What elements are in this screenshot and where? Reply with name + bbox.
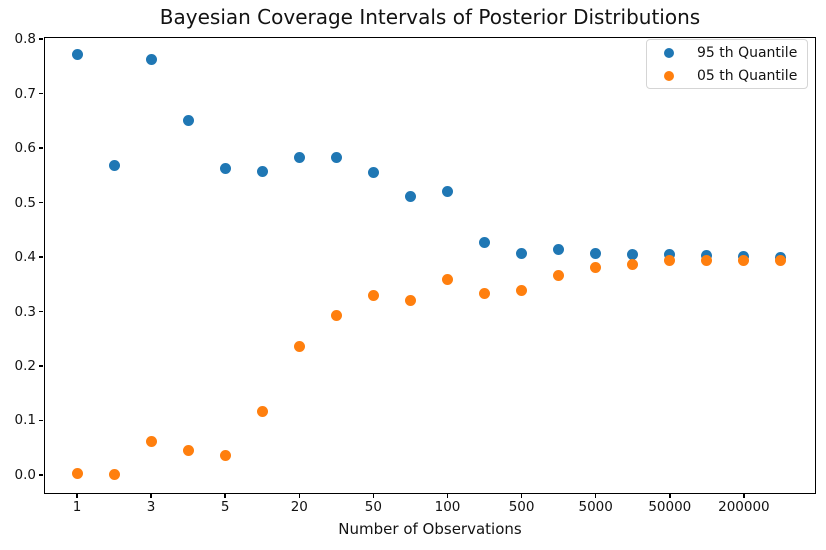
scatter-point-q05 bbox=[219, 449, 231, 461]
x-tick-label: 3 bbox=[146, 499, 156, 515]
scatter-point-q95 bbox=[330, 152, 342, 164]
scatter-point-q95 bbox=[590, 248, 602, 260]
y-tick-mark bbox=[39, 419, 43, 422]
legend: 95 th Quantile 05 th Quantile bbox=[646, 39, 808, 89]
legend-label-95th: 95 th Quantile bbox=[697, 44, 798, 61]
scatter-point-q95 bbox=[442, 186, 453, 198]
y-tick-mark bbox=[39, 147, 43, 149]
scatter-point-q95 bbox=[256, 166, 268, 178]
scatter-point-q95 bbox=[516, 247, 528, 259]
x-tick-mark bbox=[520, 494, 523, 498]
scatter-point-q05 bbox=[590, 261, 602, 273]
x-tick-label: 5 bbox=[220, 499, 230, 515]
scatter-point-q05 bbox=[738, 254, 750, 266]
legend-marker-05th-icon bbox=[664, 70, 674, 81]
scatter-point-q05 bbox=[479, 287, 491, 299]
scatter-point-q95 bbox=[664, 249, 676, 261]
y-tick-mark bbox=[39, 365, 43, 367]
legend-item-95th-quantile: 95 th Quantile bbox=[647, 43, 807, 62]
x-tick-mark bbox=[743, 494, 745, 498]
y-tick-mark bbox=[39, 38, 43, 40]
y-tick-label: 0.4 bbox=[14, 249, 36, 266]
y-tick-mark bbox=[39, 256, 43, 258]
scatter-point-q95 bbox=[145, 53, 157, 65]
x-tick-label: 100 bbox=[434, 499, 461, 515]
scatter-point-q05 bbox=[664, 255, 676, 267]
scatter-point-q95 bbox=[367, 166, 379, 178]
x-tick-label: 20 bbox=[290, 499, 308, 515]
legend-label-05th: 05 th Quantile bbox=[697, 67, 798, 84]
scatter-point-q95 bbox=[553, 243, 565, 255]
scatter-point-q95 bbox=[627, 248, 639, 260]
y-tick-label: 0.7 bbox=[14, 85, 36, 102]
scatter-point-q95 bbox=[182, 115, 194, 127]
y-tick-mark bbox=[39, 310, 43, 313]
scatter-point-q95 bbox=[404, 190, 416, 202]
x-tick-label: 500 bbox=[508, 499, 535, 515]
x-tick-mark bbox=[76, 494, 78, 498]
y-tick-label: 0.1 bbox=[14, 412, 36, 429]
legend-marker-95th-icon bbox=[664, 47, 674, 58]
x-tick-label: 50000 bbox=[648, 499, 692, 515]
x-tick-mark bbox=[669, 494, 671, 498]
legend-item-05th-quantile: 05 th Quantile bbox=[647, 66, 807, 85]
scatter-point-q05 bbox=[330, 309, 342, 321]
scatter-point-q05 bbox=[145, 435, 157, 447]
x-tick-label: 50 bbox=[364, 499, 382, 515]
scatter-point-q95 bbox=[71, 49, 83, 61]
scatter-point-q05 bbox=[256, 405, 268, 417]
scatter-point-q05 bbox=[442, 273, 453, 285]
y-tick-label: 0.5 bbox=[14, 194, 36, 211]
scatter-point-q95 bbox=[293, 152, 305, 164]
scatter-point-q95 bbox=[219, 162, 231, 174]
y-tick-mark bbox=[39, 474, 43, 476]
scatter-point-q05 bbox=[553, 270, 565, 282]
x-tick-mark bbox=[224, 494, 226, 498]
scatter-point-q05 bbox=[182, 444, 194, 456]
scatter-point-q05 bbox=[293, 340, 305, 352]
y-tick-mark bbox=[39, 92, 43, 95]
x-tick-mark bbox=[372, 494, 375, 498]
scatter-point-q05 bbox=[108, 469, 120, 481]
x-tick-mark bbox=[446, 494, 449, 498]
y-tick-label: 0.3 bbox=[14, 303, 36, 320]
x-tick-label: 200000 bbox=[718, 499, 770, 515]
x-tick-mark bbox=[150, 494, 152, 498]
y-tick-mark bbox=[39, 201, 43, 204]
x-tick-mark bbox=[594, 494, 597, 498]
chart-title: Bayesian Coverage Intervals of Posterior… bbox=[159, 5, 701, 29]
y-tick-label: 0.2 bbox=[14, 357, 36, 374]
plot-area bbox=[44, 37, 816, 494]
x-tick-mark bbox=[298, 494, 301, 498]
y-tick-label: 0.0 bbox=[14, 466, 36, 483]
scatter-point-q05 bbox=[404, 294, 416, 306]
scatter-point-q05 bbox=[701, 255, 713, 267]
x-tick-label: 5000 bbox=[578, 499, 613, 515]
scatter-point-q95 bbox=[108, 160, 120, 172]
scatter-point-q05 bbox=[516, 284, 528, 296]
scatter-point-q05 bbox=[367, 290, 379, 302]
scatter-point-q05 bbox=[627, 258, 639, 270]
x-axis-label: Number of Observations bbox=[338, 520, 522, 538]
scatter-point-q05 bbox=[71, 468, 83, 480]
x-tick-label: 1 bbox=[72, 499, 82, 515]
scatter-point-q95 bbox=[479, 237, 491, 249]
y-tick-label: 0.8 bbox=[14, 31, 36, 48]
y-tick-label: 0.6 bbox=[14, 140, 36, 157]
scatter-point-q05 bbox=[775, 254, 787, 266]
